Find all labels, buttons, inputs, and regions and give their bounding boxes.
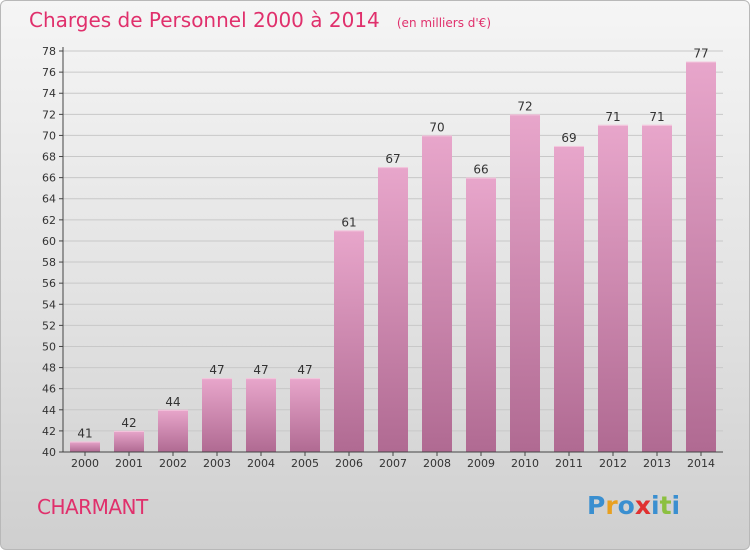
x-tick-label: 2001 <box>115 457 143 470</box>
data-label: 72 <box>517 99 532 113</box>
y-tick-label: 54 <box>42 298 56 311</box>
y-tick-label: 52 <box>42 319 56 332</box>
data-label: 77 <box>693 47 708 61</box>
y-tick-label: 62 <box>42 214 56 227</box>
place-name: CHARMANT <box>37 495 148 519</box>
data-label: 47 <box>297 363 312 377</box>
x-tick-label: 2004 <box>247 457 275 470</box>
title-row: Charges de Personnel 2000 à 2014 (en mil… <box>29 8 491 32</box>
y-tick-label: 70 <box>42 129 56 142</box>
y-tick-label: 78 <box>42 45 56 58</box>
y-tick-label: 60 <box>42 235 56 248</box>
logo-letter: o <box>617 491 635 520</box>
data-label: 69 <box>561 131 576 145</box>
y-tick-labels: 40 42 44 46 48 50 52 54 56 58 60 62 64 66 68 70 72 74 76 78 <box>42 45 56 459</box>
bar <box>202 378 232 452</box>
data-label: 67 <box>385 152 400 166</box>
data-label: 47 <box>253 363 268 377</box>
y-tick-label: 66 <box>42 172 56 185</box>
x-tick-label: 2009 <box>467 457 495 470</box>
data-label: 47 <box>209 363 224 377</box>
x-tick-label: 2012 <box>599 457 627 470</box>
y-tick-label: 40 <box>42 446 56 459</box>
chart-subtitle: (en milliers d'€) <box>396 16 491 30</box>
x-tick-label: 2008 <box>423 457 451 470</box>
y-tick-label: 76 <box>42 66 56 79</box>
data-label: 71 <box>649 110 664 124</box>
x-tick-label: 2000 <box>71 457 99 470</box>
chart-title: Charges de Personnel 2000 à 2014 <box>29 8 380 32</box>
x-tick-labels: 2000 2001 2002 2003 2004 2005 2006 2007 2008 2009… <box>71 452 715 470</box>
data-label: 44 <box>165 395 180 409</box>
proxiti-logo: Proxiti <box>587 491 680 520</box>
data-label: 61 <box>341 215 356 229</box>
bar <box>554 145 584 452</box>
y-tick-label: 68 <box>42 151 56 164</box>
y-tick-label: 46 <box>42 383 56 396</box>
bar <box>422 135 452 452</box>
data-label: 70 <box>429 120 444 134</box>
y-tick-label: 48 <box>42 362 56 375</box>
x-tick-label: 2005 <box>291 457 319 470</box>
logo-letter: r <box>605 491 618 520</box>
y-tick-label: 44 <box>42 404 56 417</box>
x-tick-label: 2014 <box>687 457 715 470</box>
x-tick-label: 2013 <box>643 457 671 470</box>
logo-letter: t <box>659 491 672 520</box>
logo-letter: i <box>671 491 681 520</box>
y-tick-label: 74 <box>42 87 56 100</box>
bar <box>510 114 540 452</box>
data-label: 41 <box>77 426 92 440</box>
y-tick-label: 56 <box>42 277 56 290</box>
bars <box>70 61 716 453</box>
logo-letter: x <box>634 491 651 520</box>
y-tick-label: 64 <box>42 193 56 206</box>
logo-letter: P <box>587 491 606 520</box>
data-label: 71 <box>605 110 620 124</box>
y-tick-label: 42 <box>42 425 56 438</box>
x-tick-label: 2011 <box>555 457 583 470</box>
bar <box>290 378 320 452</box>
bar <box>598 124 628 453</box>
bar <box>158 409 188 452</box>
bar <box>114 430 144 452</box>
data-label: 42 <box>121 416 136 430</box>
x-tick-label: 2006 <box>335 457 363 470</box>
logo-letter: i <box>651 491 660 520</box>
bar <box>378 167 408 452</box>
y-tick-label: 58 <box>42 256 56 269</box>
bar <box>642 124 672 453</box>
bar <box>246 378 276 452</box>
data-labels: 41 42 44 47 47 47 61 67 70 66 72 69 71 71 77 <box>77 47 708 441</box>
x-tick-label: 2002 <box>159 457 187 470</box>
bar <box>466 177 496 452</box>
x-tick-label: 2003 <box>203 457 231 470</box>
bar <box>686 61 716 452</box>
y-tick-label: 72 <box>42 108 56 121</box>
data-label: 66 <box>473 163 488 177</box>
y-tick-label: 50 <box>42 340 56 353</box>
x-tick-label: 2010 <box>511 457 539 470</box>
x-tick-label: 2007 <box>379 457 407 470</box>
bar <box>334 230 364 452</box>
bar <box>70 441 100 452</box>
